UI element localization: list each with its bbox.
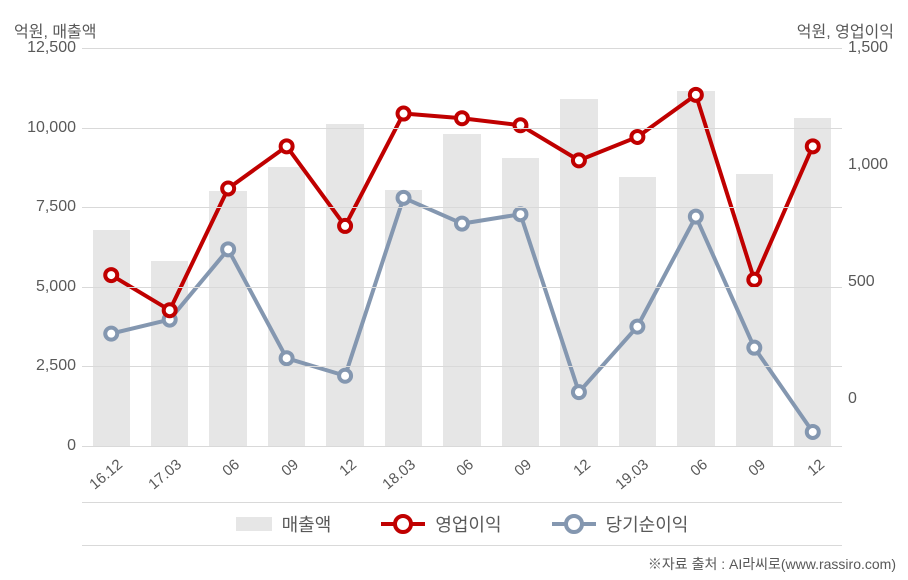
- legend-swatch-bar: [236, 517, 272, 531]
- marker-operating-profit: [514, 119, 526, 131]
- source-text: ※자료 출처 : AI라씨로(www.rassiro.com): [648, 554, 896, 574]
- marker-net-income: [690, 211, 702, 223]
- line-net-income: [111, 198, 813, 432]
- marker-net-income: [281, 352, 293, 364]
- legend-swatch-line1: [381, 516, 425, 532]
- line-layer: [82, 48, 842, 446]
- xtick: 06: [687, 456, 711, 480]
- financial-chart: 억원, 매출액 억원, 영업이익 매출액 영업이익 당기순이익 ※자료 출처 :…: [0, 0, 908, 580]
- xtick: 16.12: [86, 456, 126, 493]
- gridline: [82, 366, 842, 367]
- marker-operating-profit: [164, 304, 176, 316]
- ytick-right: 0: [848, 390, 904, 408]
- xtick: 12: [570, 456, 594, 480]
- legend-swatch-line2: [552, 516, 596, 532]
- xtick: 09: [746, 456, 770, 480]
- marker-operating-profit: [807, 140, 819, 152]
- gridline: [82, 287, 842, 288]
- xtick: 17.03: [145, 456, 185, 493]
- plot-area: [82, 48, 842, 447]
- ytick-right: 1,000: [848, 156, 904, 174]
- marker-operating-profit: [748, 274, 760, 286]
- marker-operating-profit: [398, 108, 410, 120]
- ytick-left: 2,500: [6, 357, 76, 375]
- legend-label-line1: 영업이익: [435, 511, 501, 537]
- marker-net-income: [222, 243, 234, 255]
- ytick-right: 500: [848, 273, 904, 291]
- xtick: 12: [336, 456, 360, 480]
- marker-net-income: [514, 208, 526, 220]
- legend-item-line2: 당기순이익: [552, 511, 689, 537]
- xtick: 09: [278, 456, 302, 480]
- legend-item-line1: 영업이익: [381, 511, 501, 537]
- legend: 매출액 영업이익 당기순이익: [82, 502, 842, 546]
- marker-net-income: [105, 328, 117, 340]
- gridline: [82, 128, 842, 129]
- marker-operating-profit: [222, 182, 234, 194]
- xtick: 06: [453, 456, 477, 480]
- marker-operating-profit: [631, 131, 643, 143]
- marker-net-income: [398, 192, 410, 204]
- marker-net-income: [456, 218, 468, 230]
- legend-item-bar: 매출액: [236, 511, 332, 537]
- ytick-left: 0: [6, 437, 76, 455]
- ytick-right: 1,500: [848, 39, 904, 57]
- legend-label-line2: 당기순이익: [606, 511, 689, 537]
- xtick: 09: [512, 456, 536, 480]
- marker-operating-profit: [281, 140, 293, 152]
- marker-net-income: [807, 426, 819, 438]
- marker-net-income: [573, 386, 585, 398]
- marker-operating-profit: [573, 154, 585, 166]
- gridline: [82, 48, 842, 49]
- marker-net-income: [339, 370, 351, 382]
- marker-net-income: [631, 321, 643, 333]
- marker-operating-profit: [105, 269, 117, 281]
- marker-operating-profit: [690, 89, 702, 101]
- marker-net-income: [748, 342, 760, 354]
- xtick: 19.03: [613, 456, 653, 493]
- ytick-left: 7,500: [6, 198, 76, 216]
- xtick: 18.03: [379, 456, 419, 493]
- legend-label-bar: 매출액: [282, 511, 332, 537]
- xtick: 12: [804, 456, 828, 480]
- ytick-left: 10,000: [6, 119, 76, 137]
- marker-operating-profit: [339, 220, 351, 232]
- marker-operating-profit: [456, 112, 468, 124]
- ytick-left: 12,500: [6, 39, 76, 57]
- xtick: 06: [219, 456, 243, 480]
- gridline: [82, 207, 842, 208]
- ytick-left: 5,000: [6, 278, 76, 296]
